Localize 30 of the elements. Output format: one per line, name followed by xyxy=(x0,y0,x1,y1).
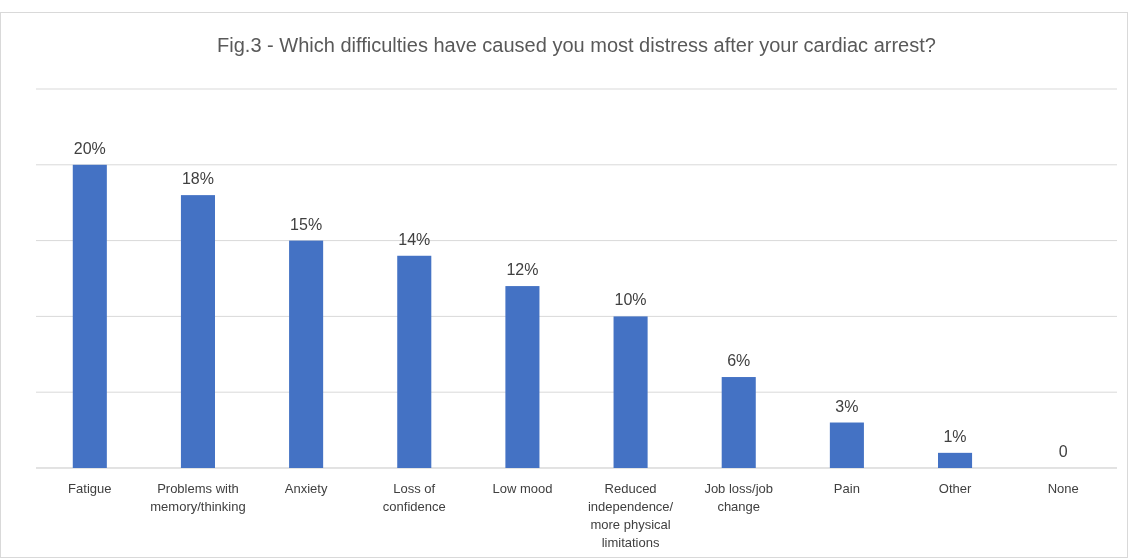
x-tick-label: None xyxy=(1047,481,1079,496)
data-label: 18% xyxy=(181,170,214,188)
data-label: 3% xyxy=(835,397,859,415)
x-tick-label: Fatigue xyxy=(68,481,112,496)
data-label: 15% xyxy=(290,215,323,233)
data-label: 10% xyxy=(614,291,647,309)
data-label: 12% xyxy=(506,261,539,279)
x-tick-label: Problems with memory/thinking xyxy=(150,481,246,514)
x-tick-label: Job loss/job change xyxy=(704,481,774,514)
data-label: 6% xyxy=(727,352,751,370)
x-tick-label: Pain xyxy=(833,481,860,496)
bar xyxy=(829,422,864,468)
x-tick-label: Other xyxy=(938,481,972,496)
data-label: 0 xyxy=(1058,443,1068,460)
bar xyxy=(938,452,973,468)
bar xyxy=(721,377,756,468)
bar xyxy=(505,286,540,468)
bar xyxy=(397,255,432,468)
x-tick-label: Low mood xyxy=(492,481,553,496)
chart-title: Fig.3 - Which difficulties have caused you most distress after your cardiac arrest? xyxy=(217,34,936,56)
bar xyxy=(72,164,107,468)
bar xyxy=(180,195,215,468)
bar xyxy=(613,316,648,468)
bar xyxy=(289,240,324,468)
data-label: 14% xyxy=(398,230,431,248)
data-label: 1% xyxy=(943,427,967,445)
x-tick-label: Reduced independence/ more physical limitations xyxy=(587,481,674,550)
x-tick-label: Anxiety xyxy=(284,481,328,496)
x-tick-label: Loss of confidence xyxy=(382,481,446,514)
data-label: 20% xyxy=(73,139,106,157)
